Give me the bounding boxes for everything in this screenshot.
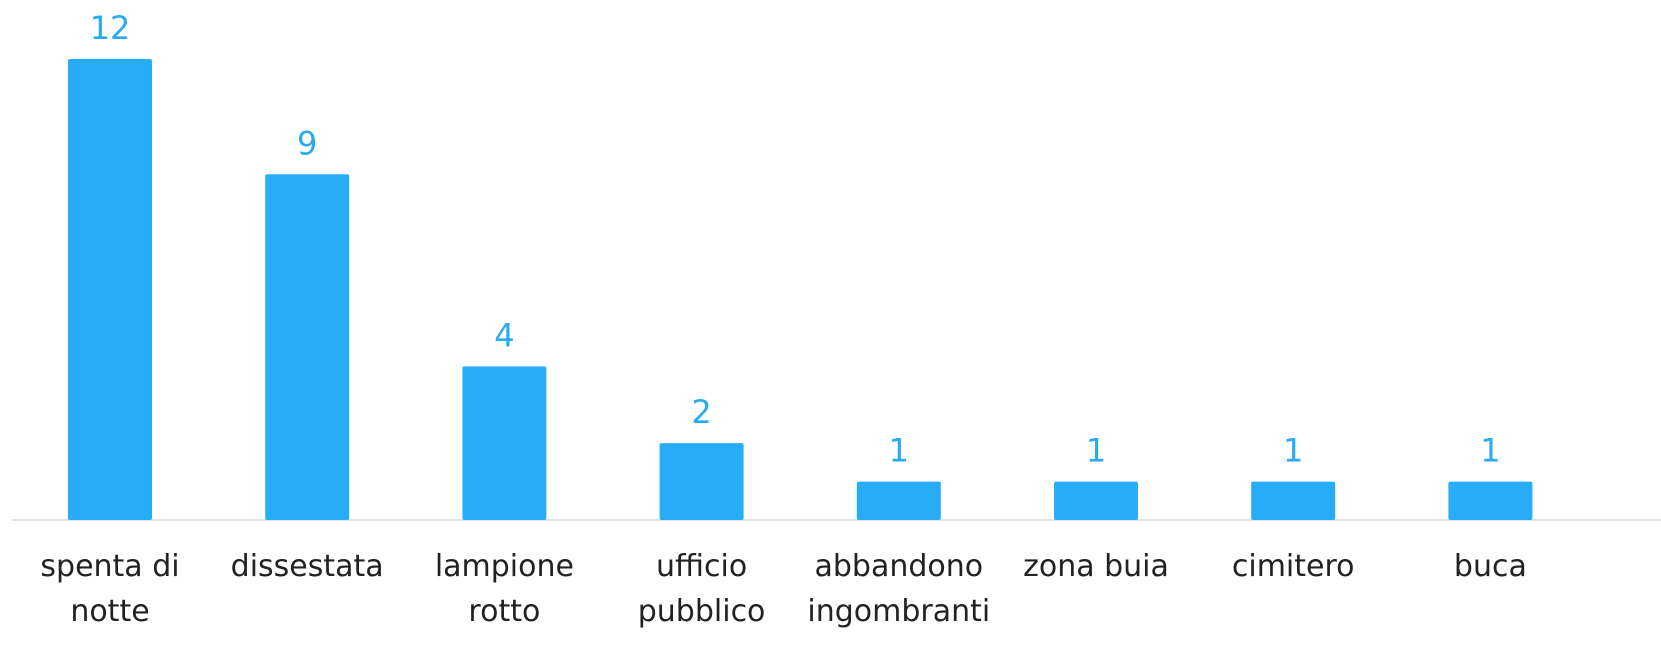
x-tick-label: spenta di notte [40, 549, 180, 629]
bar [265, 174, 350, 520]
value-label: 1 [1086, 432, 1106, 470]
bar [68, 59, 152, 520]
bar [1251, 481, 1336, 520]
value-label: 1 [1480, 432, 1500, 470]
bar [1054, 481, 1138, 520]
value-label: 2 [691, 393, 711, 431]
x-tick-label: abbandono ingombranti [807, 549, 991, 629]
value-label: 1 [1283, 432, 1303, 470]
bar [856, 481, 941, 520]
x-tick-label: dissestata [230, 549, 384, 584]
x-tick-label: zona buia [1023, 549, 1169, 584]
bar [462, 366, 547, 520]
value-label: 9 [297, 124, 317, 162]
bar [1448, 481, 1533, 520]
value-label: 1 [889, 432, 909, 470]
x-tick-label: cimitero [1231, 549, 1355, 584]
x-tick-label: ufficio pubblico [637, 549, 766, 629]
x-tick-label: buca [1453, 549, 1527, 584]
bar [659, 443, 744, 520]
x-tick-label: lampione rotto [434, 549, 574, 629]
value-label: 12 [90, 9, 131, 47]
value-label: 4 [494, 316, 514, 354]
